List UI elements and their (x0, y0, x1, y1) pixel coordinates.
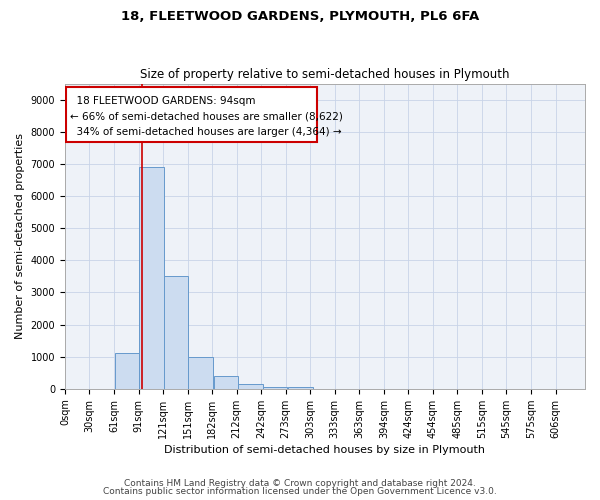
Bar (139, 167, 164, 389)
Text: ← 66% of semi-detached houses are smaller (8,622): ← 66% of semi-detached houses are smalle… (70, 112, 343, 122)
Text: Contains public sector information licensed under the Open Government Licence v3: Contains public sector information licen… (103, 487, 497, 496)
Text: 18, FLEETWOOD GARDENS, PLYMOUTH, PL6 6FA: 18, FLEETWOOD GARDENS, PLYMOUTH, PL6 6FA (121, 10, 479, 23)
Y-axis label: Number of semi-detached properties: Number of semi-detached properties (15, 133, 25, 339)
Bar (115, 354, 139, 389)
FancyBboxPatch shape (66, 88, 317, 142)
Bar (263, 386, 287, 389)
Title: Size of property relative to semi-detached houses in Plymouth: Size of property relative to semi-detach… (140, 68, 510, 81)
Bar (238, 384, 263, 389)
Bar (288, 387, 313, 389)
Text: 18 FLEETWOOD GARDENS: 94sqm: 18 FLEETWOOD GARDENS: 94sqm (70, 96, 256, 106)
Bar (164, 276, 188, 389)
Text: 34% of semi-detached houses are larger (4,364) →: 34% of semi-detached houses are larger (… (70, 128, 341, 138)
Text: Contains HM Land Registry data © Crown copyright and database right 2024.: Contains HM Land Registry data © Crown c… (124, 478, 476, 488)
X-axis label: Distribution of semi-detached houses by size in Plymouth: Distribution of semi-detached houses by … (164, 445, 485, 455)
Bar (188, 356, 213, 389)
Bar (214, 376, 238, 389)
